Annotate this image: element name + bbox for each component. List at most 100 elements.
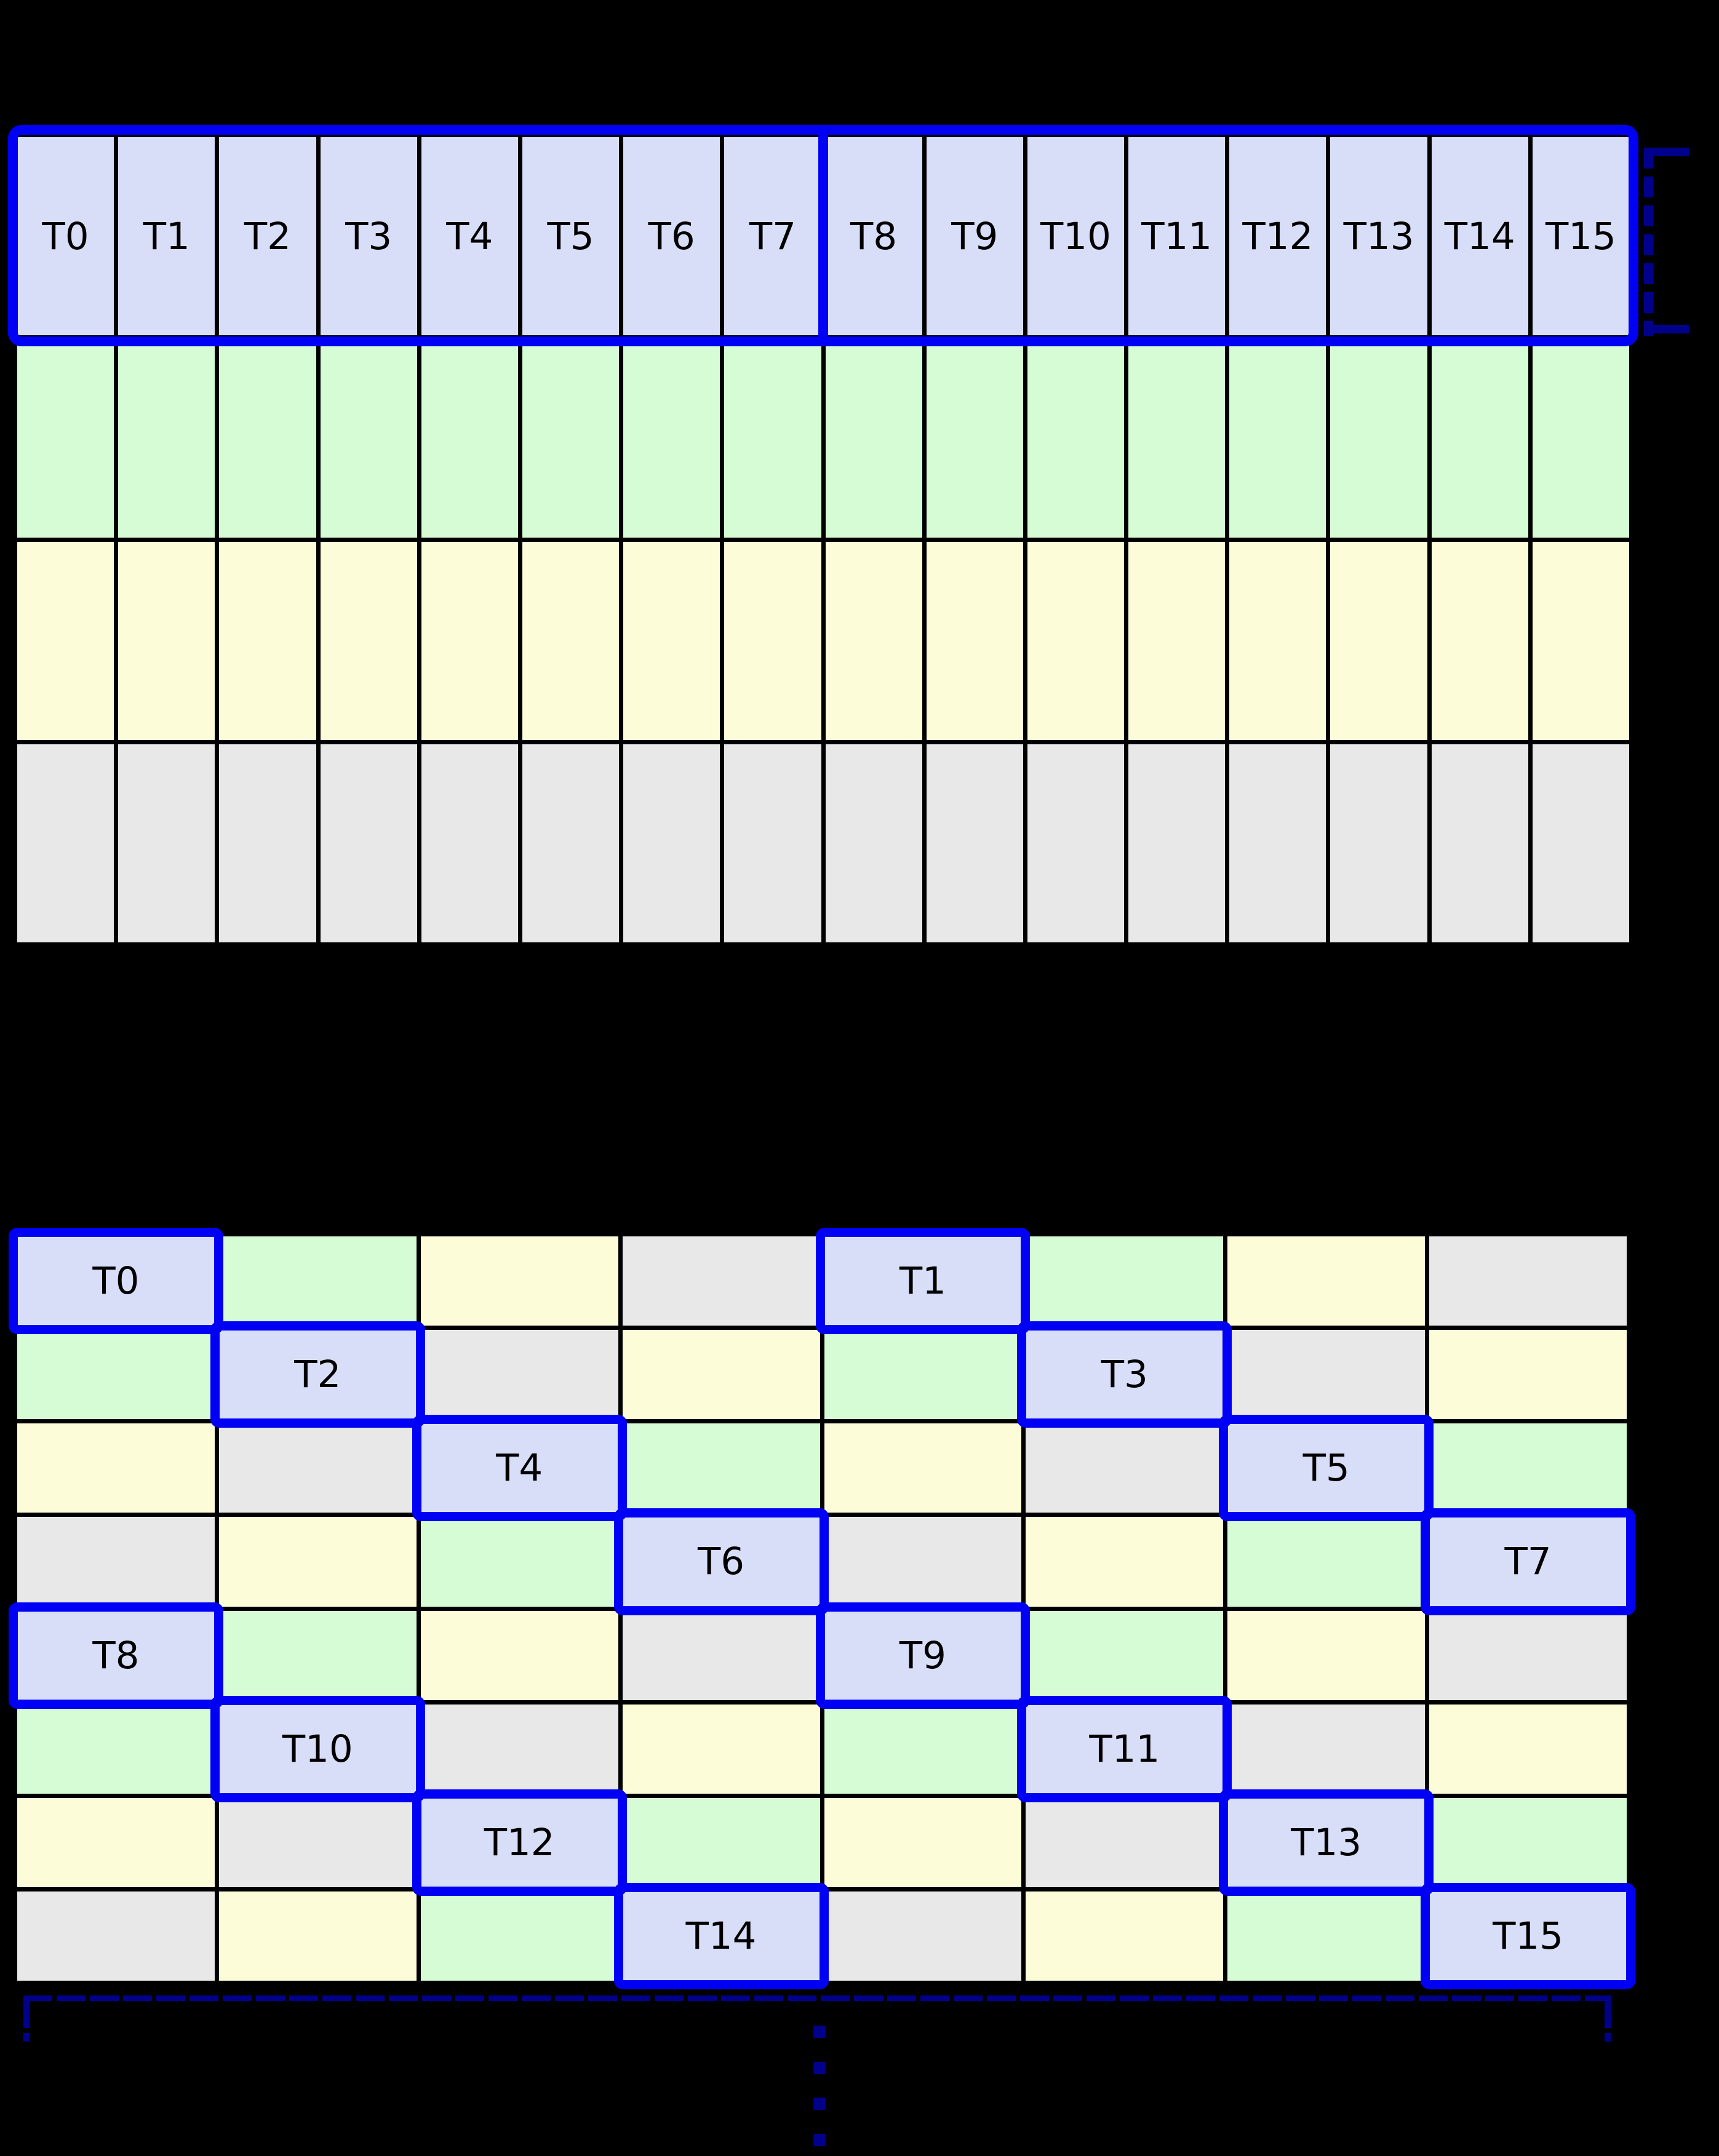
thread-label: T2 bbox=[294, 1353, 341, 1397]
top-cell-r2-c1 bbox=[17, 340, 114, 538]
thread-label: T15 bbox=[1493, 1914, 1563, 1958]
thread-label: T14 bbox=[1444, 214, 1515, 258]
bottom-cell-r7-c8 bbox=[1429, 1797, 1627, 1887]
top-cell-r3-c9 bbox=[825, 542, 922, 740]
bottom-cell-r1-c3 bbox=[420, 1236, 618, 1326]
bottom-cell-r5-c4 bbox=[622, 1610, 820, 1700]
thread-label: T2 bbox=[244, 214, 291, 258]
top-thread-cell-T8: T8 bbox=[825, 137, 922, 335]
ellipsis-dot bbox=[813, 2134, 826, 2146]
top-cell-r2-c8 bbox=[724, 340, 821, 538]
bottom-cell-r1-c7 bbox=[1227, 1236, 1426, 1326]
bottom-bracket-line bbox=[23, 1995, 1611, 2001]
thread-label: T12 bbox=[484, 1820, 555, 1864]
bottom-cell-r7-c4 bbox=[622, 1797, 820, 1887]
thread-label: T4 bbox=[496, 1446, 543, 1490]
top-cell-r2-c15 bbox=[1431, 340, 1528, 538]
top-cell-r4-c12 bbox=[1128, 744, 1226, 942]
bottom-cell-r4-c5 bbox=[824, 1517, 1022, 1607]
top-cell-r4-c16 bbox=[1532, 744, 1629, 942]
top-cell-r2-c3 bbox=[219, 340, 316, 538]
bottom-cell-r2-c1 bbox=[17, 1330, 215, 1420]
strided-access-grid: T0 T1 T2 T3 T4 T5 T6 T7 T8 T9 T10 T11 T12 T13 T14 T15 bbox=[9, 1228, 1635, 1989]
bottom-cell-r6-c1 bbox=[17, 1704, 215, 1794]
bottom-thread-cell-T10: T10 bbox=[210, 1695, 425, 1802]
thread-label: T4 bbox=[446, 214, 493, 258]
bottom-thread-cell-T11: T11 bbox=[1017, 1695, 1232, 1802]
thread-label: T9 bbox=[951, 214, 999, 258]
bottom-cell-r8-c5 bbox=[824, 1891, 1022, 1981]
bottom-thread-cell-T2: T2 bbox=[210, 1321, 425, 1428]
top-thread-cell-T10: T10 bbox=[1027, 137, 1125, 335]
bottom-cell-r3-c2 bbox=[218, 1423, 417, 1513]
top-thread-cell-T5: T5 bbox=[522, 137, 620, 335]
thread-label: T14 bbox=[685, 1914, 757, 1958]
top-cell-r2-c9 bbox=[825, 340, 922, 538]
thread-label: T15 bbox=[1545, 214, 1616, 258]
bottom-cell-r6-c3 bbox=[420, 1704, 618, 1794]
thread-label: T3 bbox=[345, 214, 393, 258]
top-cell-r4-c2 bbox=[118, 744, 215, 942]
bottom-cell-r3-c8 bbox=[1429, 1423, 1627, 1513]
thread-label: T7 bbox=[1504, 1540, 1552, 1584]
top-cell-r4-c6 bbox=[522, 744, 620, 942]
thread-label: T7 bbox=[749, 214, 796, 258]
bottom-cell-r4-c1 bbox=[17, 1517, 215, 1607]
thread-label: T13 bbox=[1291, 1820, 1362, 1864]
top-thread-cell-T11: T11 bbox=[1128, 137, 1226, 335]
top-cell-r3-c8 bbox=[724, 542, 821, 740]
bottom-cell-r5-c7 bbox=[1227, 1610, 1426, 1700]
bottom-cell-r6-c5 bbox=[824, 1704, 1022, 1794]
bottom-cell-r1-c2 bbox=[218, 1236, 417, 1326]
ellipsis-dot bbox=[813, 2026, 826, 2038]
top-thread-cell-T0: T0 bbox=[17, 137, 114, 335]
top-cell-r4-c4 bbox=[320, 744, 417, 942]
top-cell-r2-c11 bbox=[1027, 340, 1125, 538]
bottom-cell-r5-c3 bbox=[420, 1610, 618, 1700]
top-cell-r4-c15 bbox=[1431, 744, 1528, 942]
top-thread-cell-T3: T3 bbox=[320, 137, 417, 335]
bottom-cell-r8-c2 bbox=[218, 1891, 417, 1981]
bottom-cell-r6-c8 bbox=[1429, 1704, 1627, 1794]
top-cell-r3-c2 bbox=[118, 542, 215, 740]
top-cell-r3-c5 bbox=[421, 542, 518, 740]
top-cell-r2-c2 bbox=[118, 340, 215, 538]
right-bracket-line bbox=[1644, 148, 1653, 336]
bottom-bracket-right-tick bbox=[1605, 2001, 1611, 2042]
top-thread-cell-T4: T4 bbox=[421, 137, 518, 335]
bottom-cell-r4-c6 bbox=[1026, 1517, 1224, 1607]
top-thread-cell-T12: T12 bbox=[1229, 137, 1326, 335]
top-cell-r3-c14 bbox=[1330, 542, 1427, 740]
bottom-cell-r3-c4 bbox=[622, 1423, 820, 1513]
bottom-thread-cell-T15: T15 bbox=[1421, 1882, 1635, 1989]
top-thread-cell-T14: T14 bbox=[1431, 137, 1528, 335]
top-cell-r3-c1 bbox=[17, 542, 114, 740]
top-cell-r2-c4 bbox=[320, 340, 417, 538]
bottom-thread-cell-T8: T8 bbox=[9, 1602, 223, 1709]
bottom-cell-r2-c7 bbox=[1227, 1330, 1426, 1420]
bottom-cell-r8-c6 bbox=[1026, 1891, 1224, 1981]
thread-label: T10 bbox=[282, 1727, 353, 1771]
bottom-cell-r8-c1 bbox=[17, 1891, 215, 1981]
bottom-cell-r8-c3 bbox=[420, 1891, 618, 1981]
top-cell-r3-c10 bbox=[926, 542, 1023, 740]
top-cell-r4-c1 bbox=[17, 744, 114, 942]
thread-label: T3 bbox=[1101, 1353, 1148, 1397]
bottom-cell-r7-c2 bbox=[218, 1797, 417, 1887]
bottom-cell-r1-c8 bbox=[1429, 1236, 1627, 1326]
thread-label: T11 bbox=[1089, 1727, 1160, 1771]
top-cell-r3-c13 bbox=[1229, 542, 1326, 740]
top-cell-r2-c14 bbox=[1330, 340, 1427, 538]
right-bracket-bottom-tick bbox=[1645, 325, 1689, 333]
bottom-thread-cell-T4: T4 bbox=[412, 1415, 627, 1522]
bottom-thread-cell-T1: T1 bbox=[815, 1228, 1031, 1335]
bottom-cell-r2-c8 bbox=[1429, 1330, 1627, 1420]
top-cell-r3-c4 bbox=[320, 542, 417, 740]
bottom-thread-cell-T14: T14 bbox=[613, 1882, 829, 1989]
bottom-cell-r7-c1 bbox=[17, 1797, 215, 1887]
ellipsis-dot bbox=[813, 2098, 826, 2110]
bottom-cell-r8-c7 bbox=[1227, 1891, 1426, 1981]
bottom-thread-cell-T9: T9 bbox=[815, 1602, 1031, 1709]
top-cell-r3-c11 bbox=[1027, 542, 1125, 740]
